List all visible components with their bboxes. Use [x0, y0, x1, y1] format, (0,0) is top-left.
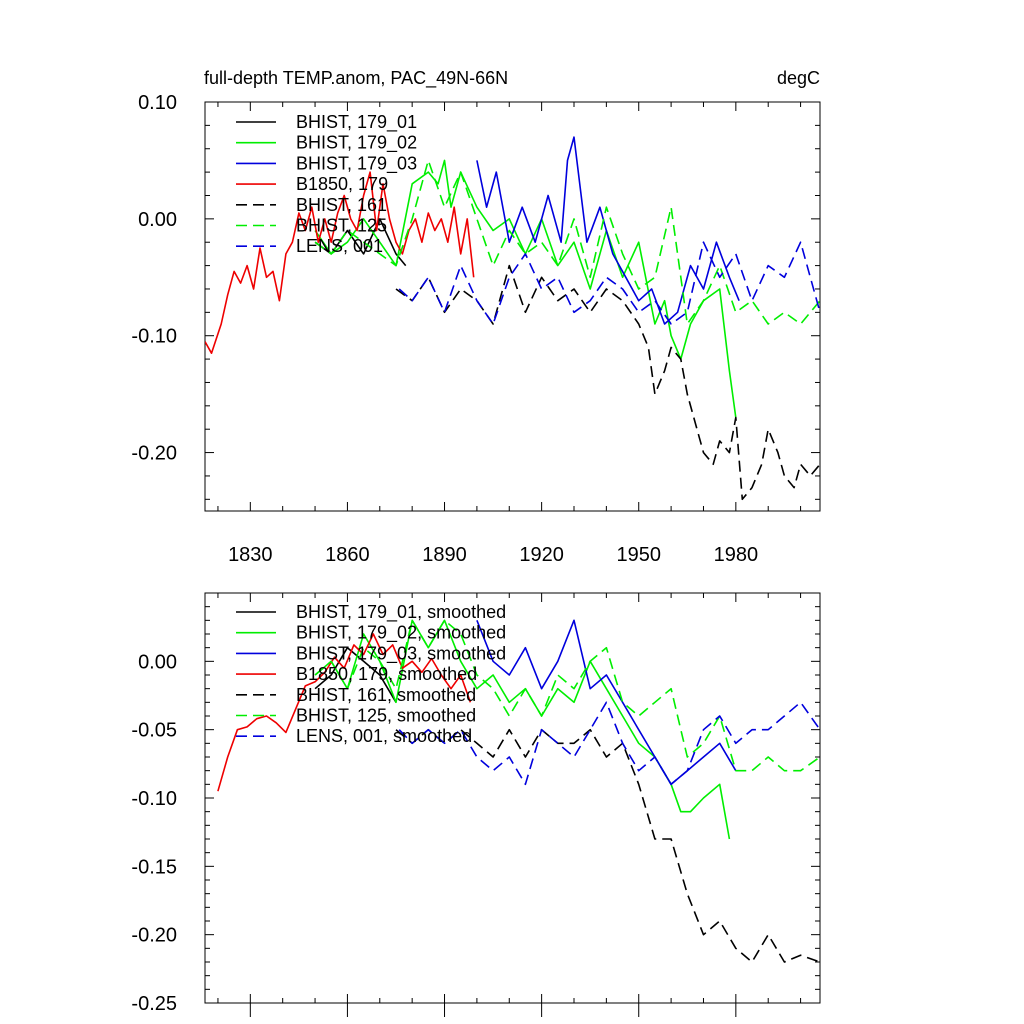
legend-label: BHIST, 179_03: [296, 153, 417, 174]
top-chart: 1830 1860 1890 1920 1950 1980 0.10 0.00 -0.10 -0.…: [131, 92, 821, 566]
y-tick-label: 0.10: [138, 92, 177, 114]
series-line-lens-001-smoothed: [398, 701, 820, 786]
y-tick-label: -0.20: [131, 925, 177, 947]
series-line-bhist-161: [395, 264, 820, 501]
legend-label: B1850, 179, smoothed: [296, 664, 477, 684]
x-tick-label: 1920: [519, 544, 564, 566]
x-tick-label: 1830: [228, 544, 273, 566]
legend-label: BHIST, 179_01, smoothed: [296, 602, 506, 623]
bottom-chart: 0.00 -0.05 -0.10 -0.15 -0.20 -0.25 BHIST, 179_…: [131, 592, 821, 1017]
legend-label: BHIST, 125, smoothed: [296, 706, 476, 726]
legend-label: B1850, 179: [296, 174, 388, 194]
series-line-bhist-125-smoothed: [314, 619, 820, 772]
legend-label: LENS, 001: [296, 236, 383, 256]
legend-label: BHIST, 179_02, smoothed: [296, 623, 506, 644]
series-line-bhist-179-01-smoothed: [314, 646, 397, 703]
series-line-bhist-125: [314, 159, 820, 325]
title-left: full-depth TEMP.anom, PAC_49N-66N: [204, 68, 508, 89]
y-tick-label: 0.00: [138, 209, 177, 231]
series-group: [217, 619, 820, 963]
plot-frame: [204, 101, 821, 512]
title-right: degC: [777, 68, 820, 88]
series-line-lens-001: [398, 241, 820, 325]
legend-label: BHIST, 161: [296, 195, 387, 215]
series-line-bhist-161-smoothed: [395, 728, 820, 963]
x-tick-label: 1950: [616, 544, 661, 566]
y-tick-label: -0.25: [131, 993, 177, 1015]
x-tick-label: 1890: [422, 544, 467, 566]
series-line-b1850-179: [205, 171, 475, 355]
series-line-bhist-179-03: [476, 136, 740, 325]
legend-label: BHIST, 179_01: [296, 112, 417, 133]
legend-label: BHIST, 179_02: [296, 133, 417, 154]
y-tick-label: -0.15: [131, 856, 177, 878]
legend-label: BHIST, 125: [296, 216, 387, 236]
legend-label: LENS, 001, smoothed: [296, 726, 472, 746]
y-tick-label: -0.10: [131, 788, 177, 810]
legend-label: BHIST, 161, smoothed: [296, 685, 476, 705]
y-tick-label: -0.10: [131, 326, 177, 348]
series-line-b1850-179-smoothed: [217, 633, 472, 792]
x-tick-label: 1980: [714, 544, 759, 566]
legend-label: BHIST, 179_03, smoothed: [296, 643, 506, 664]
x-tick-label: 1860: [325, 544, 370, 566]
series-group: [205, 136, 820, 501]
y-tick-label: -0.05: [131, 720, 177, 742]
series-line-bhist-179-03-smoothed: [476, 619, 737, 786]
y-tick-label: -0.20: [131, 443, 177, 465]
y-tick-label: 0.00: [138, 651, 177, 673]
